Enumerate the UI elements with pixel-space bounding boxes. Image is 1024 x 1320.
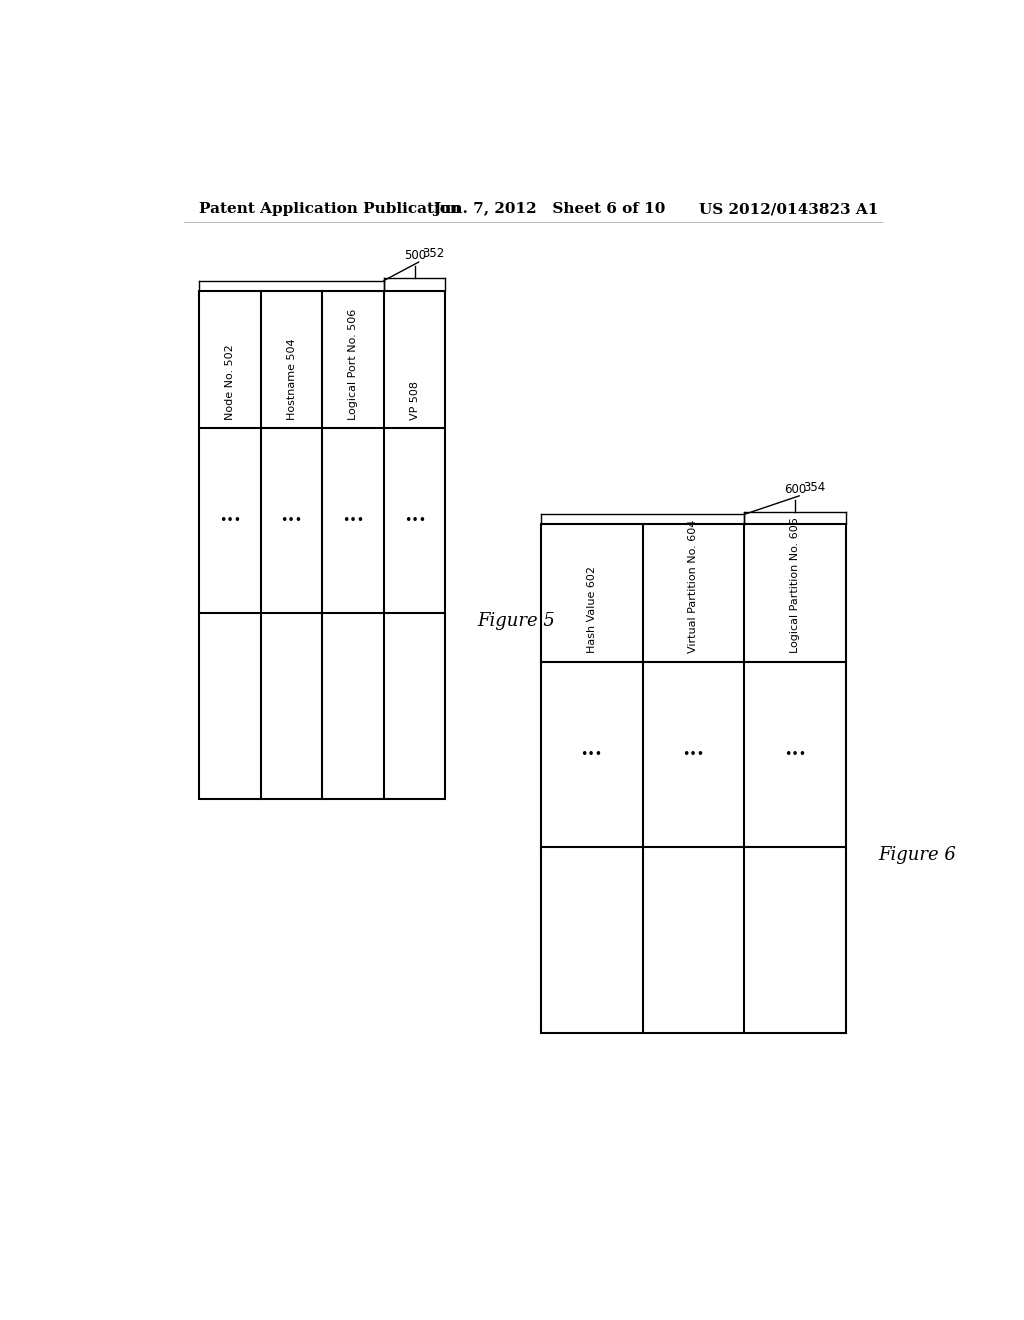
Text: US 2012/0143823 A1: US 2012/0143823 A1 [699, 202, 879, 216]
Text: Patent Application Publication: Patent Application Publication [200, 202, 462, 216]
Text: Virtual Partition No. 604: Virtual Partition No. 604 [688, 520, 698, 653]
Bar [541, 524, 846, 1032]
Text: •••: ••• [784, 747, 806, 760]
Bar [200, 290, 445, 799]
Text: Logical Port No. 506: Logical Port No. 506 [348, 309, 358, 420]
Text: •••: ••• [403, 513, 426, 527]
Text: Logical Partition No. 606: Logical Partition No. 606 [791, 517, 801, 653]
Text: 352: 352 [423, 247, 444, 260]
Text: •••: ••• [682, 747, 705, 760]
Text: •••: ••• [281, 513, 303, 527]
Text: •••: ••• [581, 747, 603, 760]
Text: 600: 600 [784, 483, 807, 496]
Text: VP 508: VP 508 [410, 380, 420, 420]
Text: •••: ••• [342, 513, 365, 527]
Text: Hostname 504: Hostname 504 [287, 338, 297, 420]
Text: Figure 5: Figure 5 [477, 612, 555, 630]
Text: 354: 354 [803, 480, 825, 494]
Text: Jun. 7, 2012   Sheet 6 of 10: Jun. 7, 2012 Sheet 6 of 10 [433, 202, 666, 216]
Text: Node No. 502: Node No. 502 [225, 345, 236, 420]
Text: Figure 6: Figure 6 [878, 846, 955, 863]
Text: •••: ••• [219, 513, 242, 527]
Text: 500: 500 [403, 249, 426, 263]
Text: Hash Value 602: Hash Value 602 [587, 566, 597, 653]
